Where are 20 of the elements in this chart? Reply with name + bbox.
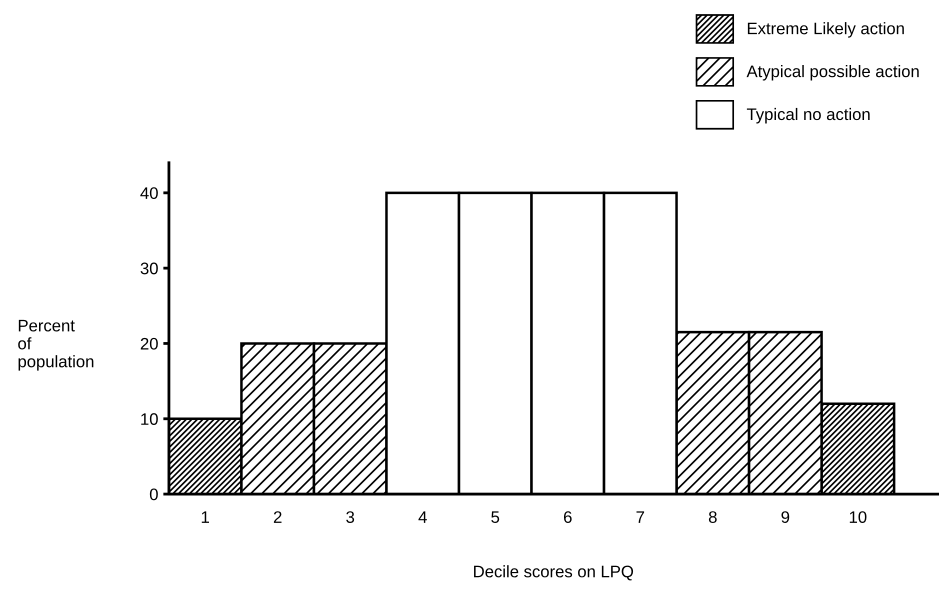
x-tick-label: 2 <box>274 511 282 523</box>
x-tick-label: 10 <box>850 511 866 523</box>
y-axis-title: Percent of population <box>18 320 94 371</box>
x-tick-label: 1 <box>202 511 210 523</box>
x-tick-label: 8 <box>708 511 717 523</box>
x-tick-label: 4 <box>418 511 427 523</box>
y-tick-label: 40 <box>140 187 158 200</box>
x-tick-label: 9 <box>781 511 790 523</box>
legend-label: Extreme Likely action <box>748 22 904 38</box>
y-tick-label: 20 <box>140 338 158 350</box>
x-tick-label: 7 <box>636 511 644 523</box>
x-axis-title: Decile scores on LPQ <box>474 565 634 580</box>
x-tick-label: 3 <box>346 511 354 523</box>
legend-label: Typical no action <box>746 108 870 124</box>
y-tick-label: 30 <box>140 262 158 274</box>
y-tick-label: 10 <box>141 413 158 425</box>
x-tick-label: 5 <box>491 511 500 523</box>
x-tick-label: 6 <box>564 511 572 523</box>
legend-label: Atypical possible action <box>746 65 919 81</box>
y-tick-label: 0 <box>150 488 158 500</box>
